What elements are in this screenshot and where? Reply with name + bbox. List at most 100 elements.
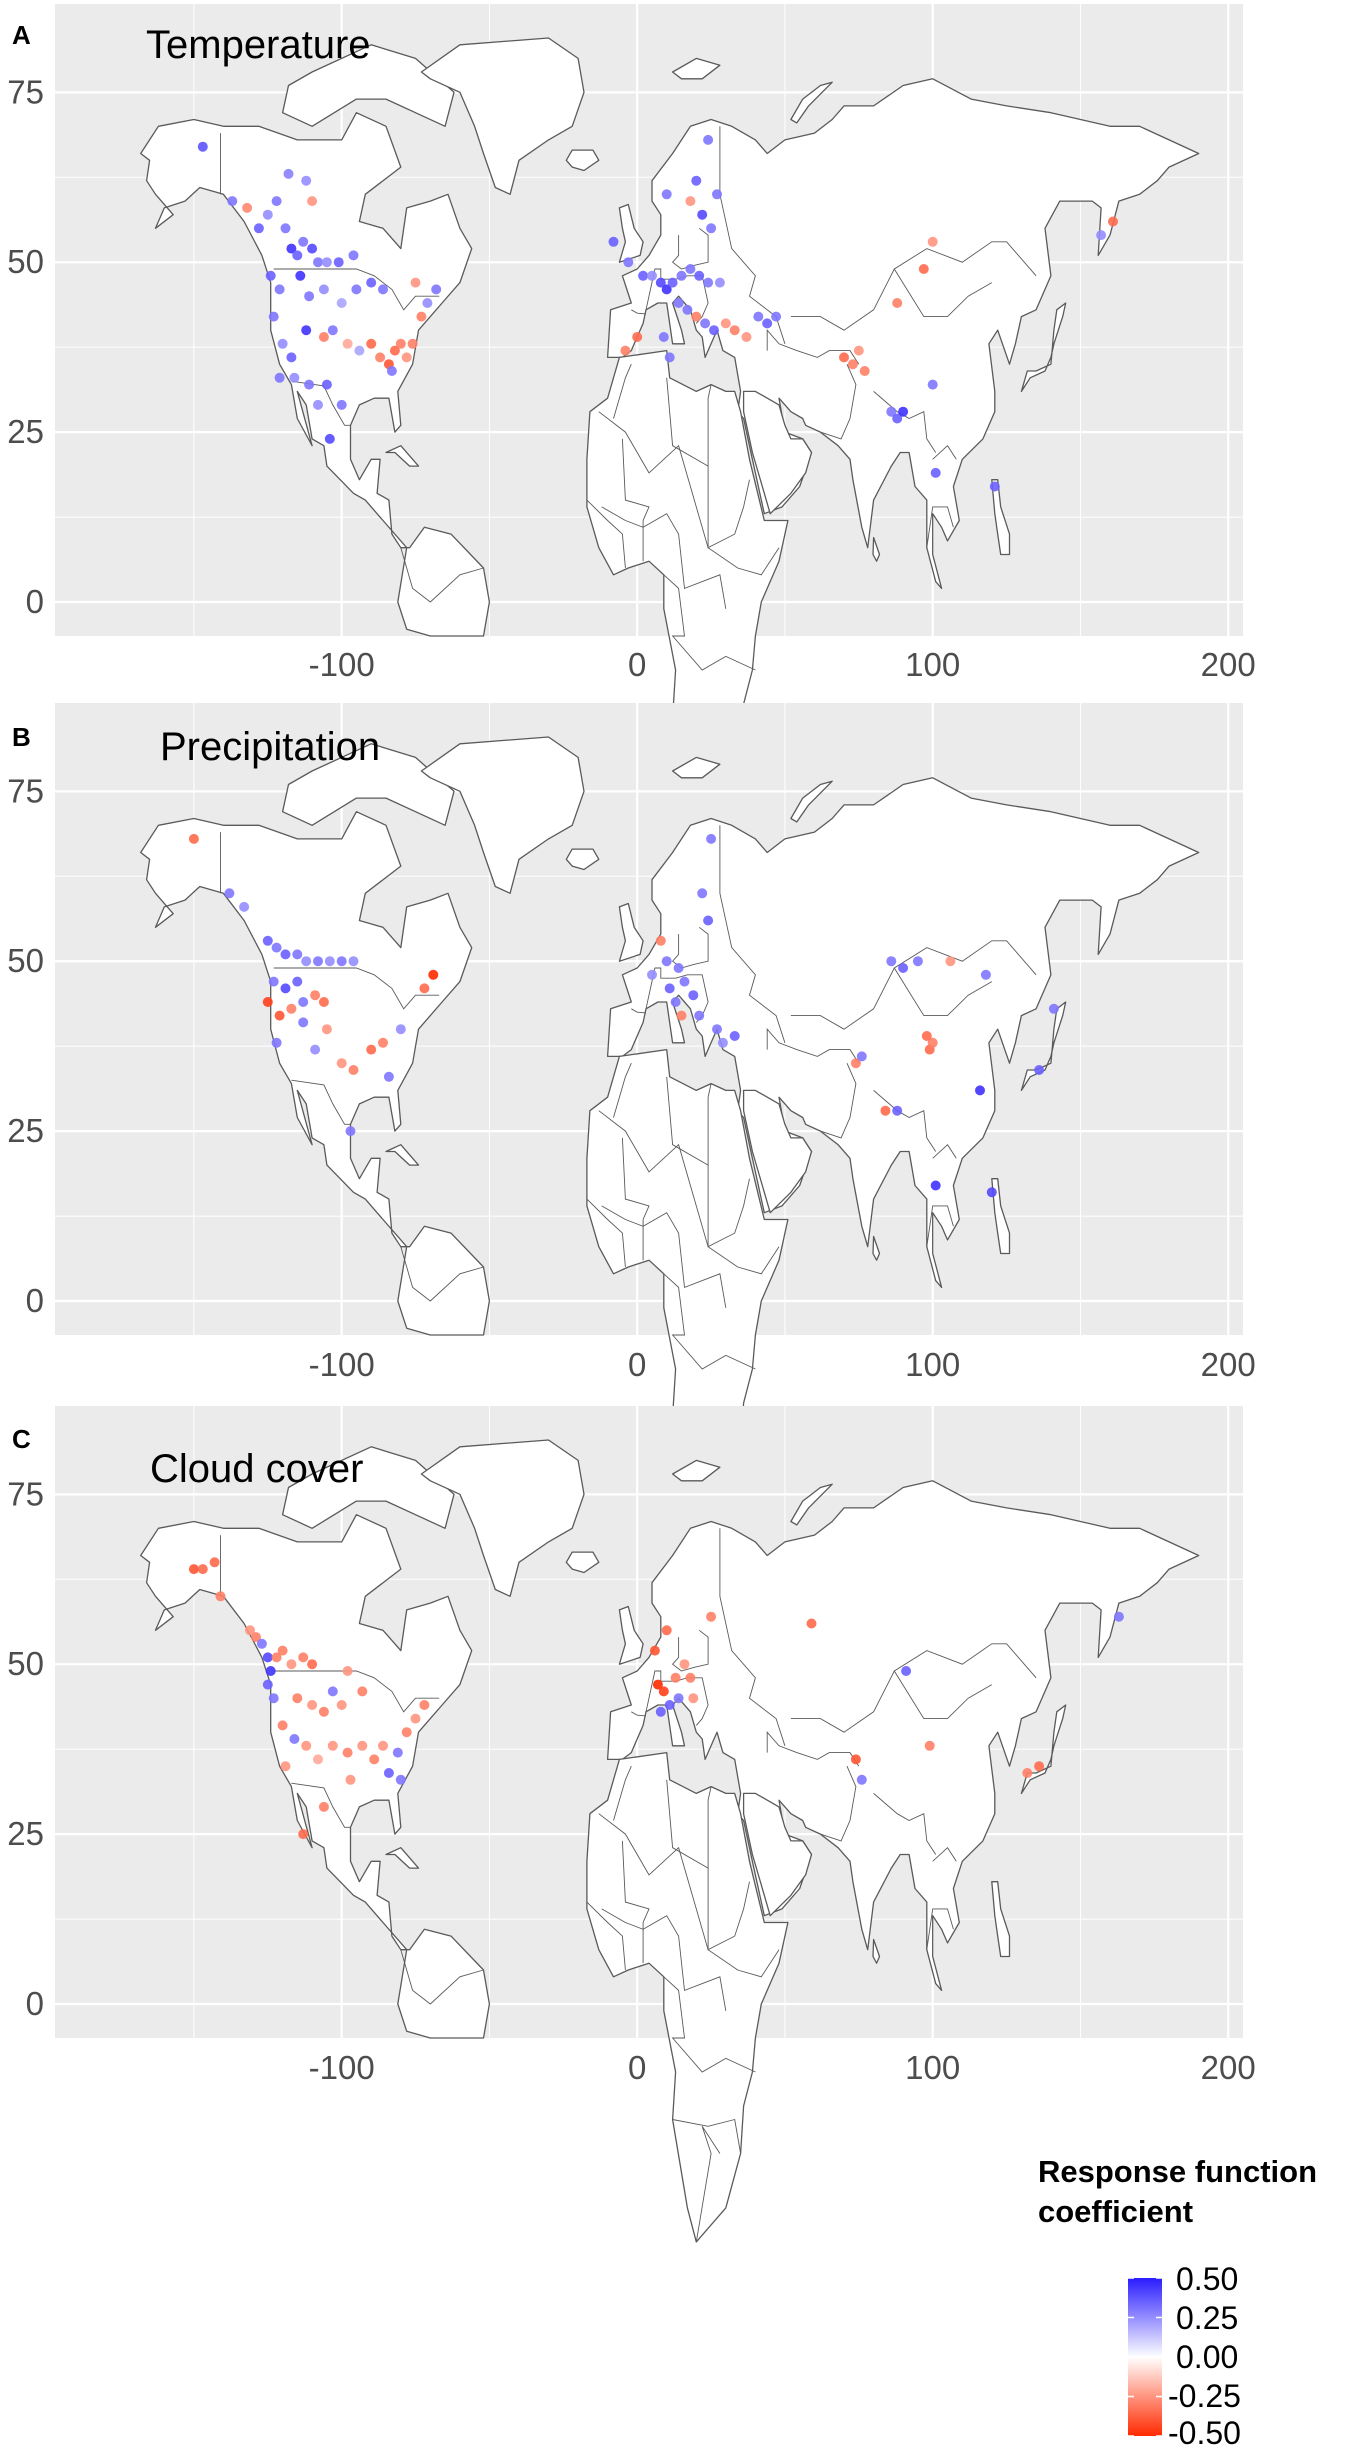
data-point [392, 1747, 403, 1758]
legend-label: -0.25 [1168, 2378, 1241, 2414]
data-point [307, 196, 318, 207]
y-tick-label: 0 [26, 1985, 44, 2022]
data-point [980, 969, 991, 980]
data-point [280, 223, 291, 234]
country-border [598, 1813, 780, 1978]
data-point [892, 1105, 903, 1116]
country-border [820, 364, 857, 440]
data-point [304, 379, 315, 390]
data-point [927, 236, 938, 247]
data-point [274, 1010, 285, 1021]
data-point [336, 956, 347, 967]
data-point [673, 298, 684, 308]
data-point [898, 406, 909, 417]
data-point [242, 202, 253, 213]
data-point [253, 223, 264, 234]
data-point [670, 997, 681, 1007]
data-point [661, 1625, 672, 1636]
data-point [383, 1768, 394, 1778]
y-tick-label: 50 [7, 243, 44, 280]
data-point [912, 956, 923, 967]
data-point [292, 1693, 303, 1704]
legend-label: 0.50 [1176, 2261, 1238, 2297]
data-point [729, 1031, 740, 1041]
data-point [422, 298, 433, 308]
data-point [336, 399, 347, 410]
landmass-svalbard [671, 1459, 721, 1482]
country-border [273, 268, 440, 311]
country-border [707, 466, 750, 549]
data-point [670, 1672, 681, 1683]
data-point [378, 1037, 388, 1048]
data-point [378, 284, 388, 295]
data-point [307, 243, 318, 254]
data-point [298, 1017, 309, 1028]
data-point [277, 1720, 288, 1731]
data-point [280, 1761, 291, 1772]
data-point [859, 366, 870, 376]
panel-letter: A [12, 20, 31, 50]
data-point [930, 467, 941, 478]
data-point [676, 1010, 687, 1021]
data-point [847, 359, 858, 370]
data-point [407, 338, 418, 349]
data-point [301, 325, 312, 336]
data-point [310, 1044, 321, 1055]
x-tick-label: 100 [905, 646, 960, 683]
country-border [613, 364, 632, 419]
data-point [292, 250, 303, 261]
data-point [1048, 1003, 1059, 1014]
country-border [790, 1643, 1037, 1733]
data-point [289, 372, 300, 383]
data-point [301, 1740, 312, 1751]
data-point [664, 1700, 675, 1710]
country-border [932, 445, 957, 460]
data-points [197, 134, 1118, 492]
country-border [631, 1711, 647, 1717]
data-point [262, 1652, 273, 1663]
landmass-arctic-islands [281, 44, 455, 127]
landmass-greenland [420, 1439, 585, 1597]
data-point [679, 976, 690, 987]
data-point [333, 257, 344, 268]
data-point [691, 311, 702, 322]
data-point [215, 1591, 226, 1602]
country-border [873, 1090, 937, 1152]
data-point [975, 1085, 985, 1096]
data-point [336, 1058, 347, 1069]
data-point [321, 379, 332, 390]
data-point [395, 338, 406, 349]
data-point [664, 352, 675, 363]
country-border [707, 1165, 750, 1248]
country-border [926, 1908, 954, 1950]
data-point [410, 1713, 421, 1724]
data-point [224, 888, 235, 899]
landmass-great-britain [618, 902, 644, 962]
country-border [820, 1063, 857, 1139]
data-point [292, 976, 303, 987]
legend-title: coefficient [1038, 2194, 1193, 2229]
country-border [932, 1144, 957, 1159]
data-point [268, 1693, 279, 1704]
data-point [354, 345, 365, 356]
x-tick-label: 200 [1201, 646, 1256, 683]
data-point [366, 277, 377, 288]
data-point [924, 1740, 935, 1751]
data-point [679, 1659, 690, 1670]
data-point [688, 990, 699, 1001]
x-tick-label: -100 [309, 1346, 375, 1383]
data-point [262, 1679, 273, 1690]
data-point [697, 209, 708, 220]
data-point [712, 1024, 722, 1035]
data-point [274, 372, 285, 383]
data-point [336, 298, 347, 308]
country-border [273, 1670, 440, 1713]
data-point [673, 1693, 684, 1704]
data-point [321, 257, 332, 268]
data-point [342, 1666, 353, 1676]
landmass-cuba [385, 1847, 420, 1869]
data-point [345, 1774, 356, 1785]
country-border [707, 1868, 750, 1951]
country-border [291, 1079, 351, 1125]
data-point [321, 1024, 332, 1035]
